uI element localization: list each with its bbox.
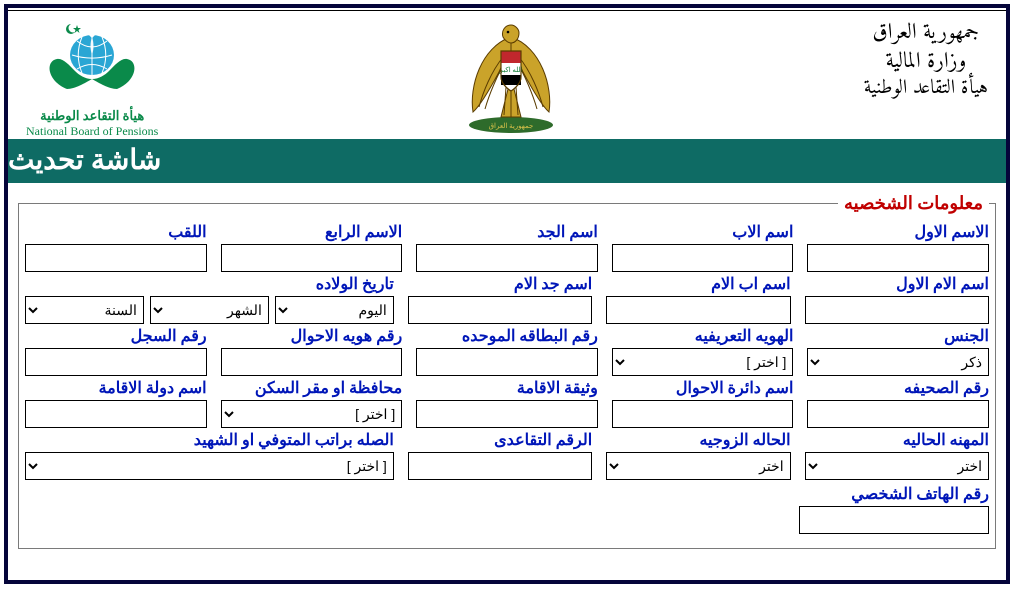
header-titles: جمهورية العراق وزارة المالية هيأة التقاع… — [864, 19, 988, 102]
header-line-3: هيأة التقاعد الوطنية — [864, 76, 988, 102]
label-pension-no: الرقم التقاعدى — [408, 430, 592, 450]
label-grand-name: اسم الجد — [416, 222, 598, 242]
personal-info-fieldset: معلومات الشخصيه الاسم الاول اسم الاب اسم… — [18, 193, 996, 549]
input-surname[interactable] — [25, 244, 207, 272]
label-mother-grand: اسم جد الام — [408, 274, 592, 294]
input-fourth-name[interactable] — [221, 244, 403, 272]
row-names: الاسم الاول اسم الاب اسم الجد الاسم الرا… — [25, 222, 989, 272]
org-logo: هيأة التقاعد الوطنية National Board of P… — [26, 19, 158, 139]
select-relation[interactable]: [ اختر ] — [25, 452, 394, 480]
title-bar-text: شاشة تحديث — [8, 145, 161, 176]
row-ids: الجنس ذكر الهويه التعريفيه [ اختر ] رقم … — [25, 326, 989, 376]
label-residence-country: اسم دولة الاقامة — [25, 378, 207, 398]
row-phone: رقم الهاتف الشخصي — [25, 484, 989, 534]
input-pension-no[interactable] — [408, 452, 592, 480]
header: جمهورية العراق وزارة المالية هيأة التقاع… — [8, 11, 1006, 139]
row-status: المهنه الحاليه اختر الحاله الزوجيه اختر … — [25, 430, 989, 480]
input-mother-father[interactable] — [606, 296, 790, 324]
label-civil-id: رقم هويه الاحوال — [221, 326, 403, 346]
label-mother-first: اسم الام الاول — [805, 274, 989, 294]
svg-text:جمهورية العراق: جمهورية العراق — [489, 122, 534, 130]
svg-text:الله اكبر: الله اكبر — [498, 66, 522, 74]
label-id-type: الهويه التعريفيه — [612, 326, 794, 346]
label-relation: الصله براتب المتوفي او الشهيد — [25, 430, 394, 450]
select-marital[interactable]: اختر — [606, 452, 790, 480]
input-father-name[interactable] — [612, 244, 794, 272]
row-mother-dob: اسم الام الاول اسم اب الام اسم جد الام ت… — [25, 274, 989, 324]
label-civil-office: اسم دائرة الاحوال — [612, 378, 794, 398]
label-gender: الجنس — [807, 326, 989, 346]
label-current-job: المهنه الحاليه — [805, 430, 989, 450]
label-dob: تاريخ الولاده — [25, 274, 394, 294]
input-mother-first[interactable] — [805, 296, 989, 324]
input-residence-doc[interactable] — [416, 400, 598, 428]
input-civil-office[interactable] — [612, 400, 794, 428]
label-unified-card: رقم البطاقه الموحده — [416, 326, 598, 346]
input-unified-card[interactable] — [416, 348, 598, 376]
select-id-type[interactable]: [ اختر ] — [612, 348, 794, 376]
select-residence-gov[interactable]: [ اختر ] — [221, 400, 403, 428]
label-mother-father: اسم اب الام — [606, 274, 790, 294]
select-current-job[interactable]: اختر — [805, 452, 989, 480]
input-record-no[interactable] — [25, 348, 207, 376]
iraq-emblem: جمهورية العراق — [451, 17, 571, 140]
label-sheet-no: رقم الصحيفه — [807, 378, 989, 398]
title-bar: شاشة تحديث — [8, 139, 1006, 183]
label-record-no: رقم السجل — [25, 326, 207, 346]
label-fourth-name: الاسم الرابع — [221, 222, 403, 242]
label-phone: رقم الهاتف الشخصي — [799, 484, 989, 504]
logo-text-ar: هيأة التقاعد الوطنية — [26, 108, 158, 124]
label-marital: الحاله الزوجيه — [606, 430, 790, 450]
label-residence-doc: وثيقة الاقامة — [416, 378, 598, 398]
label-father-name: اسم الاب — [612, 222, 794, 242]
label-surname: اللقب — [25, 222, 207, 242]
input-phone[interactable] — [799, 506, 989, 534]
select-dob-month[interactable]: الشهر — [150, 296, 269, 324]
window-frame: جمهورية العراق وزارة المالية هيأة التقاع… — [4, 4, 1010, 584]
select-dob-day[interactable]: اليوم — [275, 296, 394, 324]
label-residence-gov: محافظة او مقر السكن — [221, 378, 403, 398]
personal-info-legend: معلومات الشخصيه — [838, 193, 989, 214]
input-mother-grand[interactable] — [408, 296, 592, 324]
input-sheet-no[interactable] — [807, 400, 989, 428]
select-gender[interactable]: ذكر — [807, 348, 989, 376]
logo-text-en: National Board of Pensions — [26, 124, 158, 139]
select-dob-year[interactable]: السنة — [25, 296, 144, 324]
input-civil-id[interactable] — [221, 348, 403, 376]
input-first-name[interactable] — [807, 244, 989, 272]
row-residence: رقم الصحيفه اسم دائرة الاحوال وثيقة الاق… — [25, 378, 989, 428]
input-residence-country[interactable] — [25, 400, 207, 428]
input-grand-name[interactable] — [416, 244, 598, 272]
label-first-name: الاسم الاول — [807, 222, 989, 242]
form-area: معلومات الشخصيه الاسم الاول اسم الاب اسم… — [8, 183, 1006, 559]
